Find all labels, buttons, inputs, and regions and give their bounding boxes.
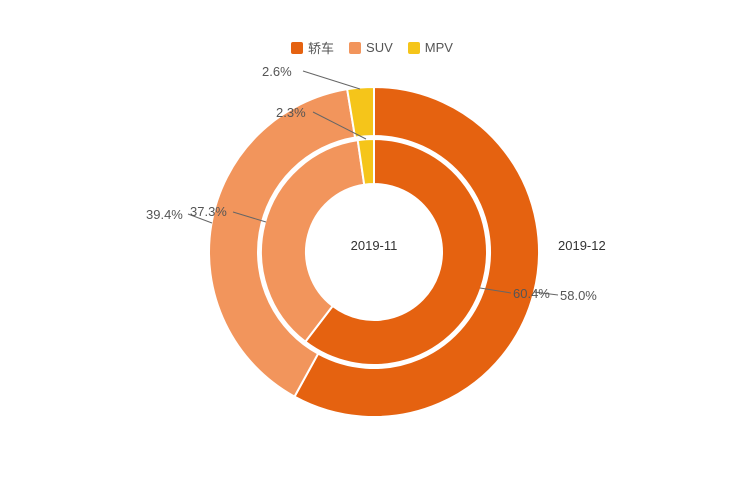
- label-lines: [187, 70, 559, 296]
- label-inner-sedan: 60.4%: [513, 286, 550, 301]
- slice-2019-11-mpv[interactable]: [356, 138, 375, 186]
- legend-label-suv: SUV: [366, 40, 393, 55]
- legend-swatch-suv: [349, 41, 362, 54]
- label-line-inner-sedan: [479, 287, 512, 294]
- legend-item-mpv[interactable]: MPV: [407, 40, 453, 55]
- label-inner-mpv: 2.3%: [276, 105, 306, 120]
- slice-2019-12-sedan[interactable]: [293, 86, 540, 418]
- slice-2019-12-suv[interactable]: [208, 88, 357, 398]
- legend-item-suv[interactable]: SUV: [349, 40, 393, 55]
- series-name-outer: 2019-12: [558, 238, 606, 253]
- label-inner-suv: 37.3%: [190, 204, 227, 219]
- series-name-inner: 2019-11: [350, 238, 398, 253]
- label-line-outer-mpv: [302, 70, 361, 90]
- legend-label-sedan: 轿车: [308, 41, 335, 56]
- label-line-inner-suv: [232, 211, 267, 223]
- slice-2019-11-suv[interactable]: [260, 139, 366, 343]
- label-outer-suv: 39.4%: [146, 207, 183, 222]
- label-line-inner-mpv: [312, 111, 367, 140]
- label-line-outer-suv: [187, 213, 213, 224]
- donut-slices: [208, 86, 540, 418]
- legend-swatch-sedan: [291, 41, 304, 54]
- slice-2019-11-sedan[interactable]: [304, 138, 488, 366]
- legend-label-mpv: MPV: [424, 40, 453, 55]
- legend: 轿车 SUV MPV: [0, 38, 744, 57]
- label-outer-mpv: 2.6%: [262, 64, 292, 79]
- legend-item-sedan[interactable]: 轿车: [291, 38, 334, 57]
- label-line-outer-sedan: [533, 291, 559, 296]
- label-outer-sedan: 58.0%: [560, 288, 597, 303]
- legend-swatch-mpv: [407, 41, 420, 54]
